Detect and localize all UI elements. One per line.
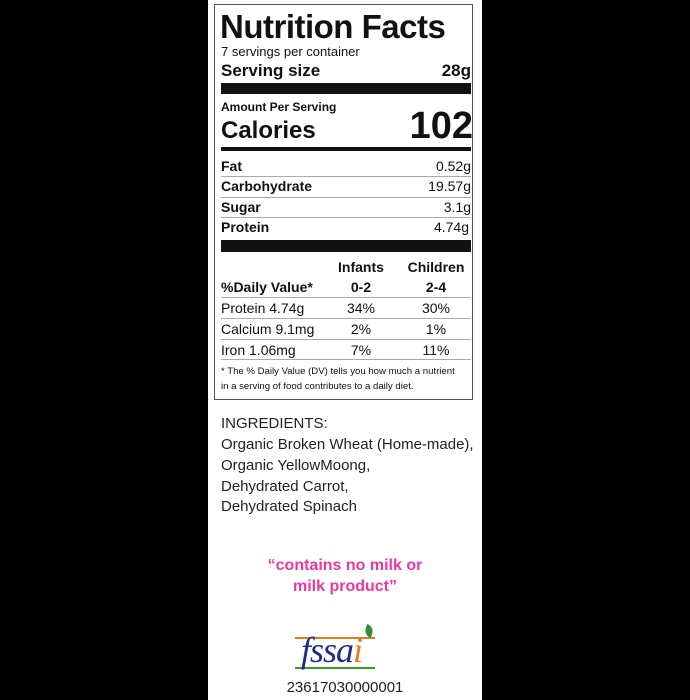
- thick-divider: [221, 83, 471, 94]
- product-panel: [208, 0, 482, 700]
- nutrient-value: 3.1g: [443, 199, 471, 215]
- amount-per-serving: Amount Per Serving: [221, 100, 337, 114]
- nutrient-value: 4.74g: [433, 219, 469, 235]
- nutrient-value: 19.57g: [428, 178, 471, 194]
- dv-row-children: 30%: [421, 300, 451, 316]
- dv-row-name: Calcium 9.1mg: [221, 321, 315, 337]
- serving-size-value: 28g: [441, 61, 471, 80]
- nutrient-name: Fat: [221, 158, 242, 174]
- ingredient-line: Organic YellowMoong,: [221, 457, 371, 474]
- fssai-logo: fssai: [295, 623, 380, 671]
- dv-row-name: Protein 4.74g: [221, 300, 305, 316]
- servings-per-container: 7 servings per container: [221, 44, 360, 59]
- footnote-line2: in a serving of food contributes to a da…: [221, 381, 414, 392]
- medium-divider: [221, 147, 471, 151]
- nutrient-name: Carbohydrate: [221, 178, 313, 194]
- dv-row-infants: 7%: [350, 342, 372, 358]
- ingredients-heading: INGREDIENTS:: [221, 415, 328, 432]
- fssai-license-number: 23617030000001: [286, 679, 404, 696]
- row-divider: [221, 318, 471, 319]
- ingredient-line: Organic Broken Wheat (Home-made),: [221, 436, 474, 453]
- dv-row-infants: 2%: [350, 321, 372, 337]
- row-divider: [221, 339, 471, 340]
- row-divider: [221, 197, 471, 198]
- claim-line2: milk product”: [292, 578, 397, 595]
- row-divider: [221, 359, 471, 360]
- dv-row-children: 11%: [422, 342, 450, 358]
- row-divider: [221, 176, 471, 177]
- dv-row-children: 1%: [425, 321, 447, 337]
- ingredient-line: Dehydrated Carrot,: [221, 478, 349, 495]
- dv-col1-bottom: 0-2: [350, 279, 372, 295]
- label-title: Nutrition Facts: [220, 8, 446, 45]
- calories-value: 102: [409, 105, 473, 147]
- row-divider: [221, 297, 471, 298]
- dv-col1-top: Infants: [338, 259, 384, 275]
- dv-col2-bottom: 2-4: [425, 279, 447, 295]
- row-divider: [221, 217, 471, 218]
- dv-header-label: %Daily Value*: [221, 279, 313, 295]
- ingredient-line: Dehydrated Spinach: [221, 498, 357, 515]
- claim-line1: “contains no milk or: [267, 557, 423, 574]
- serving-size-label: Serving size: [221, 61, 321, 80]
- dv-row-infants: 34%: [346, 300, 376, 316]
- footnote-line1: * The % Daily Value (DV) tells you how m…: [221, 366, 455, 377]
- nutrient-name: Protein: [221, 219, 270, 235]
- nutrient-value: 0.52g: [435, 158, 471, 174]
- calories-label: Calories: [221, 117, 316, 144]
- dv-row-name: Iron 1.06mg: [221, 342, 296, 358]
- nutrient-name: Sugar: [221, 199, 261, 215]
- dv-col2-top: Children: [407, 259, 465, 275]
- nutrition-facts-label: [214, 4, 473, 400]
- thick-divider: [221, 240, 471, 252]
